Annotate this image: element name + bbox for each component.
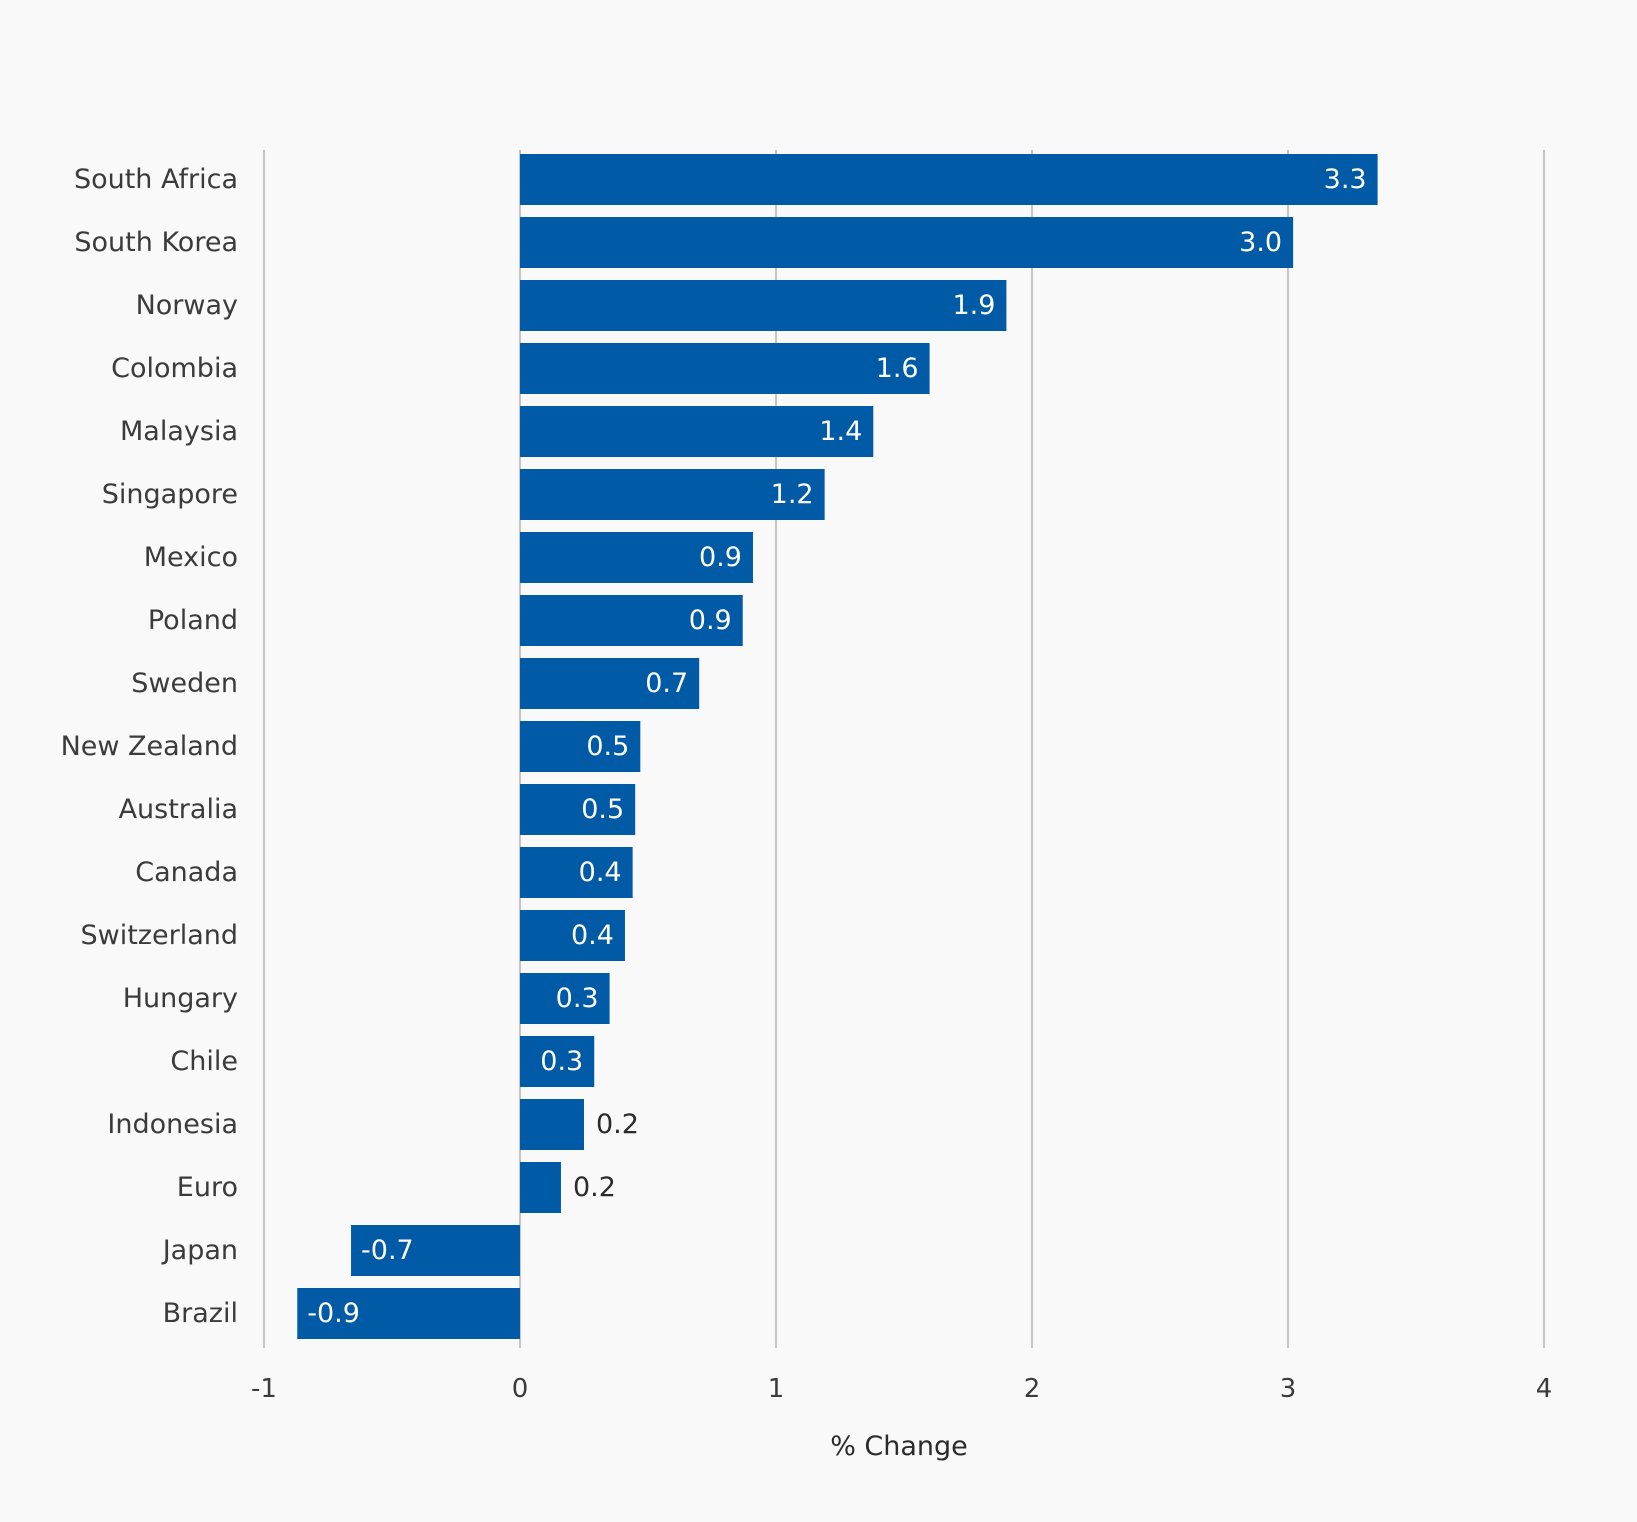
- value-label: 0.5: [581, 794, 624, 825]
- value-label: 0.3: [556, 983, 599, 1014]
- category-label: Poland: [148, 605, 238, 636]
- bar: [520, 847, 633, 898]
- value-label: 0.4: [579, 857, 622, 888]
- value-label: 0.2: [573, 1172, 616, 1203]
- x-tick-label: 1: [768, 1374, 785, 1404]
- bar: [520, 658, 700, 709]
- category-label: Australia: [119, 794, 238, 825]
- bar: [520, 910, 625, 961]
- bar: [351, 1225, 520, 1276]
- category-labels: South Africa South Korea Norway Colombia Mal…: [61, 164, 238, 1329]
- value-label: 1.4: [819, 416, 862, 447]
- category-label: Canada: [135, 857, 238, 888]
- value-labels: 3.3 3.0 1.9 1.6 1.4 1.2 0.9 0.9 0.7 0.5 0.5 0.4 0.4 0…: [307, 164, 1366, 1329]
- bar: [520, 973, 610, 1024]
- bar: [520, 343, 930, 394]
- bar: [520, 469, 825, 520]
- value-label: -0.9: [307, 1298, 360, 1329]
- category-label: Norway: [136, 290, 238, 321]
- category-label: South Africa: [74, 164, 238, 195]
- category-label: Sweden: [131, 668, 238, 699]
- bar: [520, 784, 636, 835]
- x-axis-ticks: -1 0 1 2 3 4: [251, 1374, 1552, 1404]
- category-label: Indonesia: [107, 1109, 238, 1140]
- x-tick-label: 3: [1280, 1374, 1297, 1404]
- category-label: Japan: [161, 1235, 238, 1266]
- category-label: Singapore: [102, 479, 238, 510]
- value-label: 0.9: [689, 605, 732, 636]
- category-label: Hungary: [123, 983, 238, 1014]
- bar: [520, 532, 753, 583]
- bar: [520, 595, 743, 646]
- value-label: 0.2: [596, 1109, 639, 1140]
- bar: [520, 1099, 584, 1150]
- bar: [520, 721, 641, 772]
- bar: [297, 1288, 520, 1339]
- value-label: 1.2: [771, 479, 814, 510]
- category-label: Malaysia: [120, 416, 238, 447]
- category-label: Euro: [177, 1172, 238, 1203]
- value-label: 0.5: [586, 731, 629, 762]
- category-label: Colombia: [111, 353, 238, 384]
- bar: [520, 154, 1378, 205]
- bar: [520, 280, 1007, 331]
- category-label: New Zealand: [61, 731, 238, 762]
- value-label: 0.7: [645, 668, 688, 699]
- x-tick-label: 2: [1024, 1374, 1041, 1404]
- x-axis-title: % Change: [830, 1431, 968, 1462]
- value-label: 0.3: [540, 1046, 583, 1077]
- value-label: 3.0: [1239, 227, 1282, 258]
- category-label: Mexico: [144, 542, 238, 573]
- bar: [520, 406, 874, 457]
- bar: [520, 1036, 595, 1087]
- value-label: 3.3: [1324, 164, 1367, 195]
- x-tick-label: 4: [1536, 1374, 1553, 1404]
- x-tick-label: 0: [512, 1374, 529, 1404]
- value-label: 1.9: [952, 290, 995, 321]
- bars: [297, 154, 1378, 1339]
- category-label: Chile: [170, 1046, 238, 1077]
- category-label: Brazil: [163, 1298, 238, 1329]
- bar: [520, 217, 1294, 268]
- bar: [520, 1162, 561, 1213]
- value-label: 0.9: [699, 542, 742, 573]
- value-label: 0.4: [571, 920, 614, 951]
- x-tick-label: -1: [251, 1374, 277, 1404]
- value-label: 1.6: [876, 353, 919, 384]
- category-label: Switzerland: [81, 920, 239, 951]
- value-label: -0.7: [361, 1235, 414, 1266]
- category-label: South Korea: [74, 227, 238, 258]
